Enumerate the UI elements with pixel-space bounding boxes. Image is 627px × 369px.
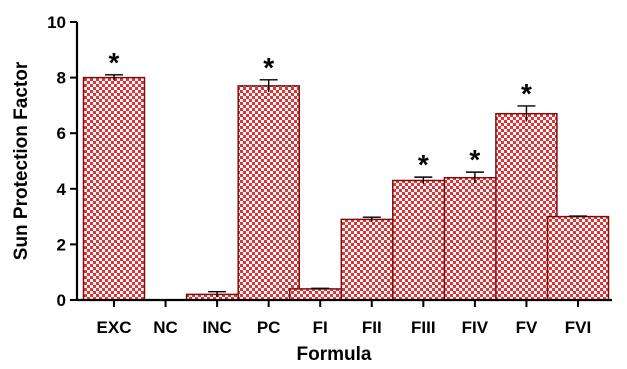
error-bar-fiv bbox=[465, 171, 484, 184]
y-tick-label: 10 bbox=[47, 13, 66, 32]
significance-star-fv: * bbox=[521, 78, 532, 109]
x-tick-label-fiii: FIII bbox=[411, 318, 436, 337]
error-bar-exc bbox=[105, 74, 123, 81]
significance-star-exc: * bbox=[109, 47, 120, 78]
x-tick-label-pc: PC bbox=[257, 318, 281, 337]
x-tick-label-fiv: FIV bbox=[462, 318, 489, 337]
x-ticks: EXC NC INC PC FI FII FIII FIV FV FVI bbox=[97, 300, 591, 337]
significance-star-fiii: * bbox=[418, 149, 429, 180]
y-tick-label: 6 bbox=[57, 124, 66, 143]
error-bar-pc bbox=[259, 79, 278, 93]
x-tick-label-fi: FI bbox=[313, 318, 328, 337]
error-bar-fv bbox=[517, 105, 536, 122]
x-tick-label-exc: EXC bbox=[97, 318, 132, 337]
error-bar-fiii bbox=[414, 176, 433, 184]
y-tick-label: 0 bbox=[57, 291, 66, 310]
y-tick-label: 4 bbox=[57, 180, 67, 199]
y-tick-label: 2 bbox=[57, 235, 66, 254]
x-axis-title: Formula bbox=[297, 344, 372, 365]
bars-layer bbox=[82, 76, 610, 301]
significance-layer: * * * * * bbox=[109, 47, 532, 180]
bar-exc bbox=[82, 76, 146, 301]
significance-star-fiv: * bbox=[469, 144, 480, 175]
error-bar-fvi bbox=[569, 215, 587, 218]
error-bar-inc bbox=[208, 290, 227, 298]
error-bars-layer bbox=[105, 74, 587, 298]
significance-star-pc: * bbox=[263, 52, 274, 83]
y-tick-label: 8 bbox=[57, 69, 66, 88]
x-tick-label-inc: INC bbox=[202, 318, 231, 337]
error-bar-fii bbox=[362, 216, 381, 222]
x-tick-label-fii: FII bbox=[362, 318, 382, 337]
bar-fvi bbox=[546, 215, 610, 301]
y-axis-title: Sun Protection Factor bbox=[11, 61, 32, 260]
x-tick-label-fv: FV bbox=[516, 318, 538, 337]
y-ticks: 0 2 4 6 8 10 bbox=[47, 13, 77, 310]
x-tick-label-fvi: FVI bbox=[565, 318, 591, 337]
bar-pc bbox=[237, 85, 300, 301]
error-bar-fi bbox=[311, 287, 330, 290]
x-tick-label-nc: NC bbox=[153, 318, 178, 337]
